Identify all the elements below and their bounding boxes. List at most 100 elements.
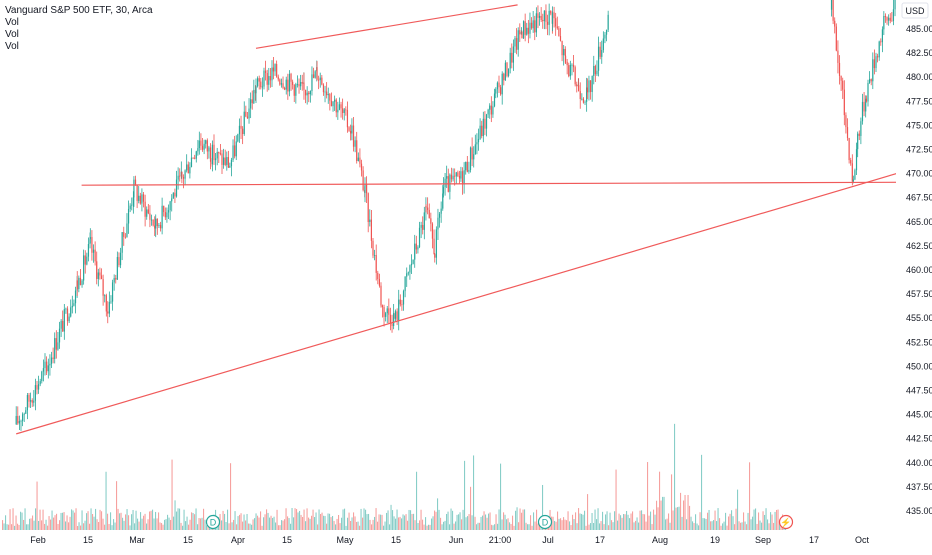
candle-body <box>179 176 180 177</box>
volume-bar <box>610 513 611 530</box>
volume-bar <box>670 523 671 530</box>
marker-label: D <box>210 518 217 528</box>
volume-bar <box>748 513 749 530</box>
candle-body <box>408 272 409 273</box>
candle-body <box>234 145 235 156</box>
candle-body <box>425 206 426 207</box>
price-tick-label: 442.50 <box>906 434 932 444</box>
volume-bar <box>107 514 108 530</box>
candle-body <box>451 175 452 180</box>
time-tick-label: 15 <box>183 535 193 545</box>
candle-body <box>95 250 96 262</box>
candle-body <box>226 157 227 165</box>
volume-bar <box>76 508 77 530</box>
volume-bar <box>395 519 396 530</box>
price-tick-label: 457.50 <box>906 289 932 299</box>
candle-body <box>502 74 503 95</box>
candle-body <box>552 12 553 23</box>
candle-body <box>385 313 386 317</box>
legend-vol-1[interactable]: Vol <box>5 17 153 29</box>
candle-body <box>303 82 304 89</box>
dividend-icon[interactable]: D <box>207 516 220 529</box>
price-tick-label: 447.50 <box>906 386 932 396</box>
volume-bar <box>698 525 699 530</box>
candle-body <box>867 83 868 102</box>
candle-body <box>205 140 206 144</box>
volume-bar <box>271 516 272 530</box>
volume-bar <box>154 519 155 530</box>
candle-body <box>340 104 341 108</box>
candle-body <box>869 79 870 83</box>
volume-bar <box>343 509 344 530</box>
candle-body <box>231 160 232 166</box>
currency-text: USD <box>905 6 925 16</box>
candle-body <box>560 36 561 41</box>
volume-bar <box>326 524 327 530</box>
volume-bar <box>247 514 248 530</box>
legend-title[interactable]: Vanguard S&P 500 ETF, 30, Arca <box>5 5 153 17</box>
volume-bar <box>524 509 525 530</box>
volume-bar <box>454 524 455 530</box>
candle-body <box>98 272 99 278</box>
volume-bar <box>205 520 206 530</box>
candle-body <box>390 315 391 324</box>
candle-body <box>593 66 594 76</box>
candle-body <box>229 166 230 167</box>
volume-bar <box>650 512 651 530</box>
volume-bar <box>301 515 302 530</box>
volume-bar <box>742 522 743 530</box>
volume-bar <box>556 522 557 530</box>
volume-bar <box>2 520 3 530</box>
candle-body <box>446 176 447 179</box>
candle-body <box>475 144 476 154</box>
volume-bar <box>559 519 560 530</box>
candle-body <box>462 171 463 184</box>
volume-bar <box>640 511 641 530</box>
volume-bar <box>766 508 767 530</box>
candle-body <box>893 9 894 21</box>
price-axis[interactable]: USD485.00482.50480.00477.50475.00472.504… <box>896 0 932 550</box>
volume-bar <box>562 520 563 530</box>
legend-vol-3[interactable]: Vol <box>5 41 153 53</box>
candle-body <box>67 309 68 321</box>
volume-bar <box>380 515 381 530</box>
candle-body <box>278 77 279 80</box>
candle-body <box>51 358 52 364</box>
volume-bar <box>389 524 390 530</box>
lightning-icon[interactable]: ⚡ <box>780 516 793 529</box>
volume-bar <box>203 509 204 530</box>
volume-bar <box>334 521 335 530</box>
candle-body <box>128 209 129 224</box>
candle-body <box>353 126 354 147</box>
volume-bar <box>23 520 24 530</box>
volume-bar <box>428 525 429 530</box>
candle-body <box>536 13 537 32</box>
candle-body <box>371 220 372 241</box>
dividend-icon[interactable]: D <box>539 516 552 529</box>
candle-body <box>513 46 514 62</box>
volume-bar <box>772 515 773 530</box>
volume-bar <box>419 520 420 530</box>
candle-body <box>197 148 198 151</box>
candle-body <box>27 395 28 410</box>
volume-bar <box>679 507 680 530</box>
candle-body <box>253 90 254 103</box>
volume-bar <box>644 514 645 530</box>
volume-bar <box>455 521 456 530</box>
volume-bar <box>724 522 725 530</box>
candle-body <box>70 307 71 316</box>
candle-body <box>473 154 474 159</box>
candle-body <box>131 205 132 206</box>
candle-body <box>43 368 44 372</box>
volume-bar <box>8 525 9 530</box>
volume-bar <box>700 512 701 530</box>
volume-bar <box>568 511 569 530</box>
candle-body <box>305 90 306 96</box>
legend-vol-2[interactable]: Vol <box>5 29 153 41</box>
volume-bar <box>613 522 614 530</box>
candle-body <box>364 185 365 193</box>
currency-label[interactable]: USD <box>902 3 928 18</box>
candle-body <box>382 305 383 307</box>
